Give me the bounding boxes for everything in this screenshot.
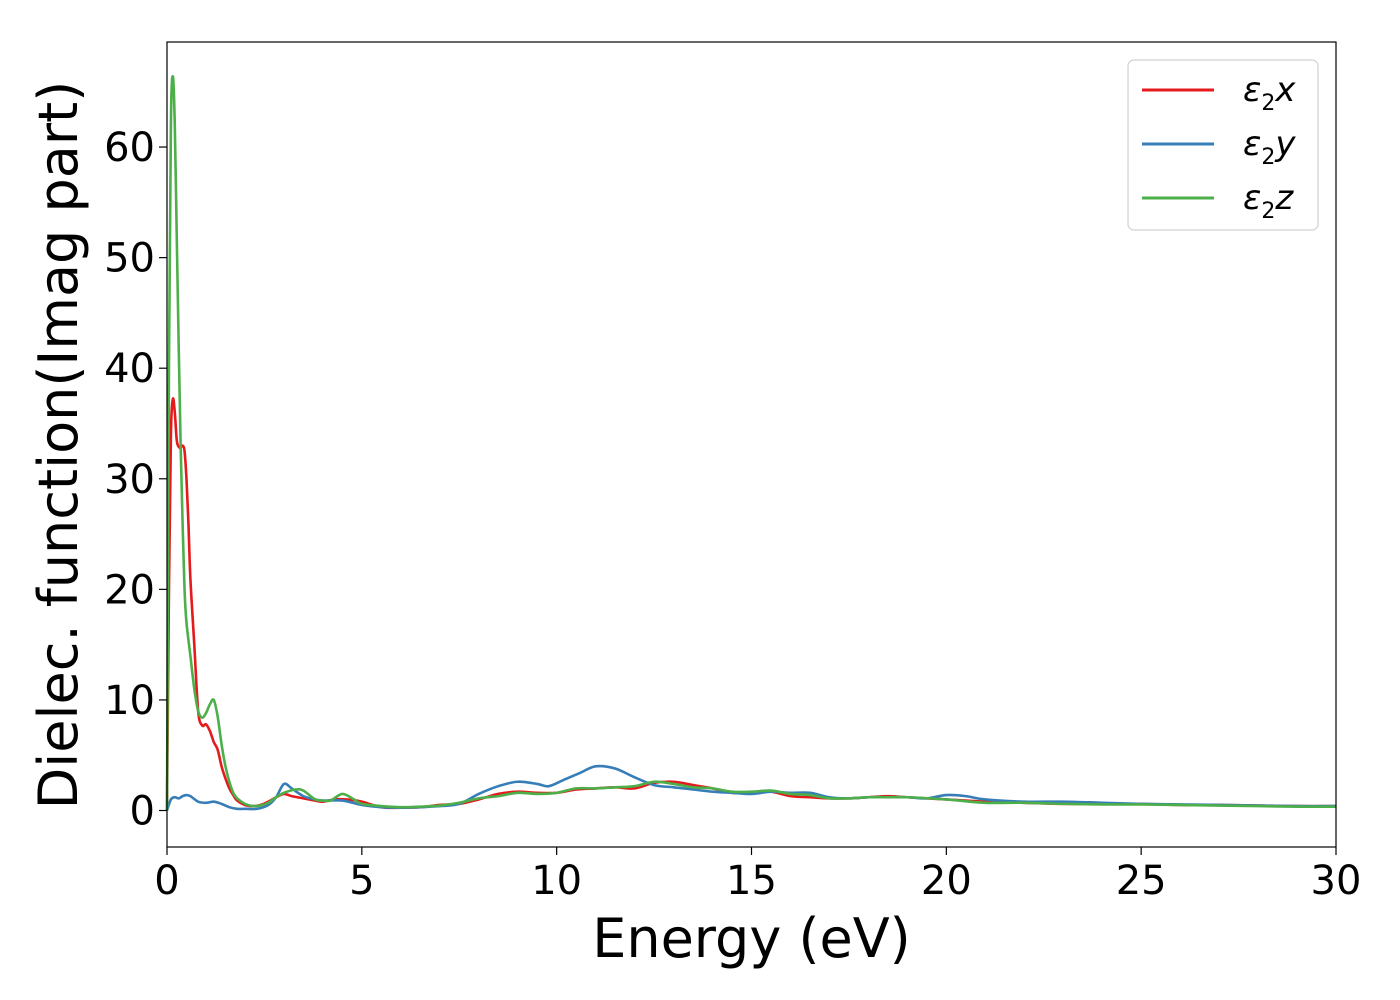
y-tick-label: 50 <box>104 236 155 282</box>
legend-label-y: ε2y <box>1243 124 1296 170</box>
series-line-y <box>165 764 1337 811</box>
y-tick-label: 0 <box>130 789 155 835</box>
legend-box <box>1127 59 1319 231</box>
x-tick-label: 30 <box>1311 858 1362 904</box>
y-axis-title: Dielec. function(Imag part) <box>27 81 90 810</box>
legend: ε2x ε2y ε2z <box>1127 59 1319 231</box>
x-tick-label: 20 <box>921 858 972 904</box>
x-tick-label: 25 <box>1116 858 1167 904</box>
series-layer <box>165 74 1337 811</box>
x-axis-ticks: 0 5 10 15 20 25 30 <box>154 847 1361 904</box>
legend-label-x: ε2x <box>1243 70 1296 116</box>
x-tick-label: 5 <box>349 858 374 904</box>
y-axis-ticks: 0 10 20 30 40 50 60 <box>104 125 167 835</box>
x-tick-label: 15 <box>726 858 777 904</box>
legend-label-z: ε2z <box>1243 178 1294 224</box>
series-line-z <box>165 74 1337 811</box>
y-tick-label: 20 <box>104 567 155 613</box>
x-axis-title: Energy (eV) <box>592 907 911 970</box>
x-tick-label: 10 <box>531 858 582 904</box>
y-tick-label: 60 <box>104 125 155 171</box>
x-tick-label: 0 <box>154 858 179 904</box>
y-tick-label: 30 <box>104 457 155 503</box>
y-tick-label: 10 <box>104 678 155 724</box>
y-tick-label: 40 <box>104 346 155 392</box>
